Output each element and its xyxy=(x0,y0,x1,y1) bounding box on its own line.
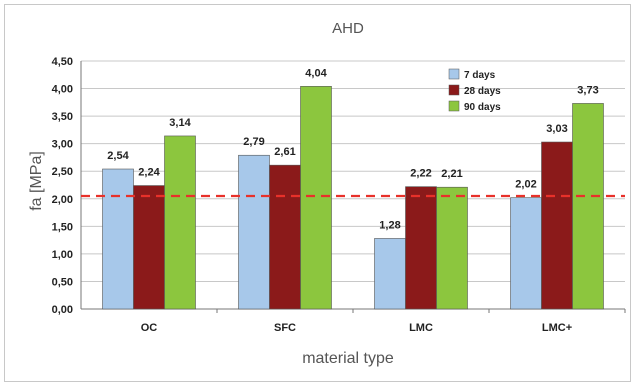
data-label: 2,24 xyxy=(138,167,160,179)
legend: 7 days 28 days 90 days xyxy=(448,68,501,113)
bars xyxy=(102,86,604,310)
x-tick-label: LMC+ xyxy=(542,322,572,334)
data-label: 2,79 xyxy=(243,136,264,148)
legend-label: 28 days xyxy=(464,86,501,97)
y-tick-label: 2,00 xyxy=(52,194,73,206)
y-ticks: 0,00 0,50 1,00 1,50 2,00 2,50 3,00 3,50 4,00 4,50 xyxy=(52,56,73,316)
x-tick-label: SFC xyxy=(274,322,296,334)
chart-frame: AHD fa [MPa] material type 0,00 0,50 1,00 1… xyxy=(4,4,631,382)
data-label: 1,28 xyxy=(379,219,400,231)
bar xyxy=(269,164,301,310)
bar xyxy=(133,185,165,310)
y-tick-label: 4,50 xyxy=(52,56,73,68)
bar-chart: AHD fa [MPa] material type 0,00 0,50 1,00 1… xyxy=(28,20,626,367)
data-labels: 2,54 2,24 3,14 2,79 2,61 4,04 1,28 2,22 2,21 2,02… xyxy=(107,67,598,231)
data-label: 3,73 xyxy=(577,84,598,96)
legend-swatch xyxy=(448,100,460,112)
y-tick-label: 0,00 xyxy=(52,304,73,316)
bar xyxy=(541,141,573,310)
legend-swatch xyxy=(448,84,460,96)
data-label: 3,14 xyxy=(169,117,191,129)
y-tick-label: 1,00 xyxy=(52,249,73,261)
data-label: 2,02 xyxy=(515,179,536,191)
bar xyxy=(572,103,604,310)
bar xyxy=(510,197,542,310)
bar xyxy=(374,238,406,310)
y-tick-label: 3,00 xyxy=(52,139,73,151)
y-tick-label: 3,50 xyxy=(52,111,73,123)
legend-label: 7 days xyxy=(464,70,496,81)
x-ticks: OC SFC LMC LMC+ xyxy=(141,309,626,334)
data-label: 2,54 xyxy=(107,150,129,162)
bar xyxy=(436,186,468,310)
x-tick-label: LMC xyxy=(409,322,433,334)
data-label: 2,22 xyxy=(410,168,431,180)
bar xyxy=(300,86,332,310)
y-axis-title: fa [MPa] xyxy=(28,151,45,211)
legend-swatch xyxy=(448,68,460,80)
x-tick-label: OC xyxy=(141,322,158,334)
y-tick-label: 2,50 xyxy=(52,166,73,178)
data-label: 4,04 xyxy=(305,67,327,79)
bar xyxy=(102,168,134,310)
x-axis-title: material type xyxy=(302,350,394,367)
data-label: 2,61 xyxy=(274,146,295,158)
bar xyxy=(238,154,270,310)
data-label: 3,03 xyxy=(546,123,567,135)
y-tick-label: 1,50 xyxy=(52,221,73,233)
chart-title: AHD xyxy=(332,20,364,37)
y-tick-label: 4,00 xyxy=(52,84,73,96)
bar xyxy=(405,186,437,310)
y-tick-label: 0,50 xyxy=(52,276,73,288)
bar xyxy=(164,135,196,310)
data-label: 2,21 xyxy=(441,168,462,180)
legend-label: 90 days xyxy=(464,102,501,113)
